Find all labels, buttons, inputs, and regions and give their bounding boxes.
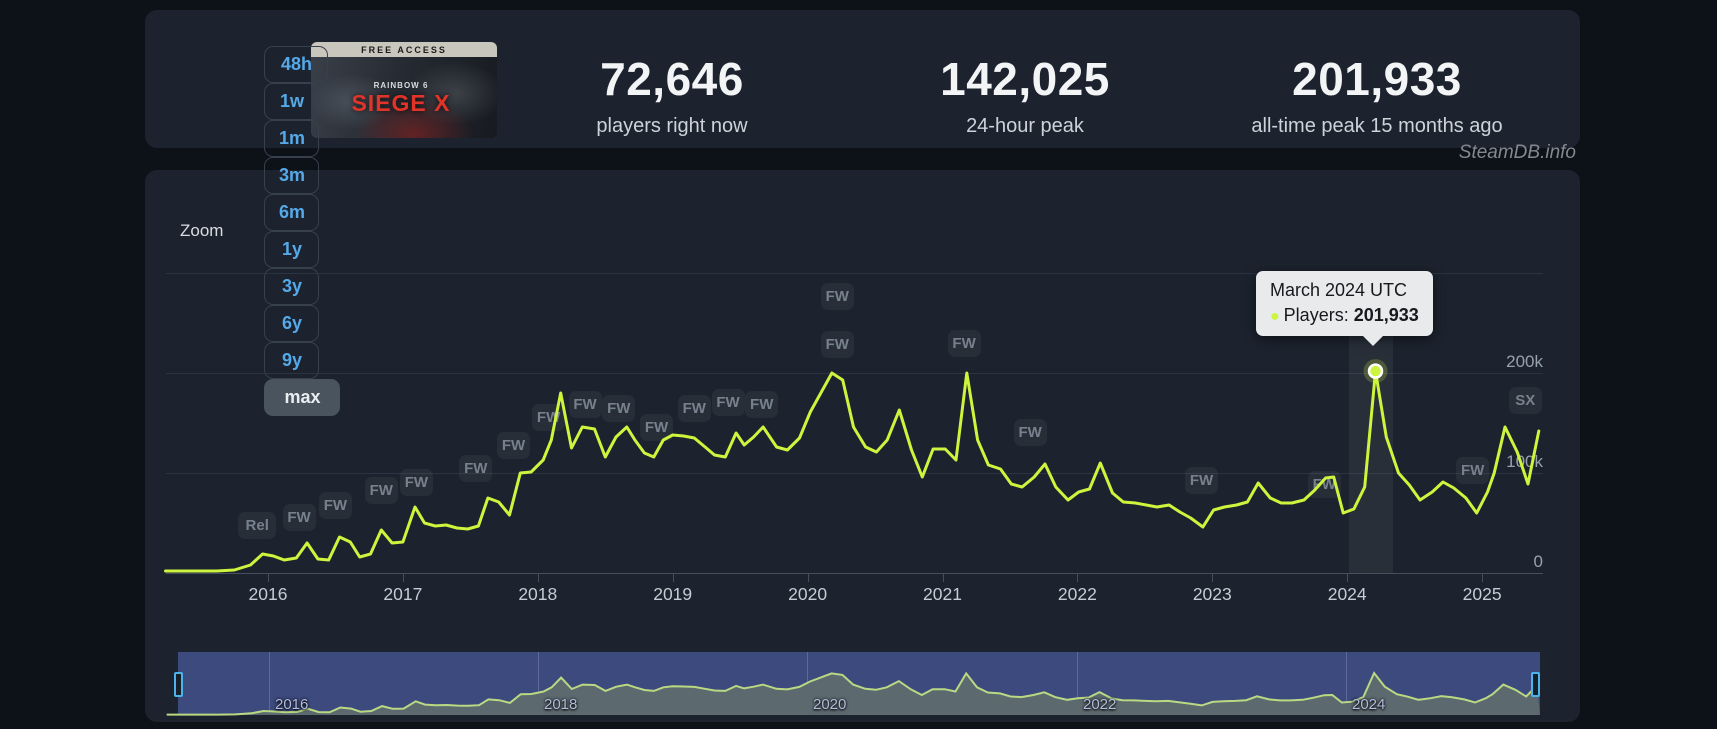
zoom-button-1m[interactable]: 1m — [264, 119, 320, 157]
x-axis-label-2021: 2021 — [923, 584, 962, 604]
zoom-controls: Zoom 48h 1w 1m 3m 6m 1y 3y 6y 9y max — [180, 45, 348, 416]
x-axis-label-2016: 2016 — [248, 584, 288, 604]
navigator-label-2020: 2020 — [813, 696, 847, 713]
x-tick-2016 — [268, 574, 269, 582]
gridline-100000 — [166, 473, 1543, 474]
x-tick-2021 — [942, 574, 944, 582]
y-axis-label-0: 0 — [1533, 552, 1543, 571]
tooltip-series-label: Players: — [1283, 305, 1349, 325]
players-series-line — [164, 369, 1541, 573]
navigator-left-handle[interactable] — [174, 672, 183, 697]
x-tick-2025 — [1482, 574, 1484, 582]
flag-fw[interactable]: FW — [497, 432, 531, 459]
zoom-button-group: 48h 1w 1m 3m 6m 1y 3y 6y 9y max — [264, 45, 348, 416]
current-players-value: 72,646 — [600, 53, 744, 105]
zoom-button-9y[interactable]: 9y — [264, 341, 320, 379]
gridline-200000 — [166, 373, 1543, 374]
flag-fw[interactable]: FW — [820, 331, 854, 358]
x-tick-2024 — [1347, 574, 1349, 582]
flag-fw[interactable]: FW — [677, 395, 711, 422]
gridline-300000 — [166, 273, 1543, 274]
stat-current-players: 72,646 players right now — [552, 52, 792, 138]
x-axis-label-2019: 2019 — [653, 584, 693, 604]
selected-point-marker[interactable] — [1367, 363, 1384, 379]
flag-fw[interactable]: FW — [568, 391, 602, 418]
flag-fw[interactable]: FW — [947, 330, 981, 357]
rainbow-six-brand: RAINBOW 6 — [373, 81, 429, 90]
x-axis-line — [166, 573, 1543, 574]
tooltip-date: March 2024 UTC — [1270, 280, 1408, 300]
24h-peak-value: 142,025 — [940, 53, 1110, 105]
flag-fw[interactable]: FW — [602, 395, 636, 422]
steamdb-watermark: SteamDB.info — [1458, 142, 1576, 163]
x-axis-label-2020: 2020 — [788, 584, 828, 604]
x-axis-label-2017: 2017 — [383, 584, 423, 604]
game-capsule-image: FREE ACCESS RAINBOW 6 SIEGE X — [311, 42, 497, 138]
zoom-button-48h[interactable]: 48h — [264, 45, 329, 83]
flag-rel[interactable]: Rel — [238, 512, 277, 539]
zoom-label: Zoom — [180, 220, 224, 240]
current-players-label: players right now — [596, 115, 748, 137]
x-tick-2018 — [537, 574, 539, 582]
stat-24h-peak: 142,025 24-hour peak — [905, 52, 1145, 138]
flag-sx[interactable]: SX — [1508, 387, 1542, 414]
zoom-button-max[interactable]: max — [264, 378, 341, 416]
x-axis-label-2023: 2023 — [1192, 584, 1232, 604]
flag-fw[interactable]: FW — [820, 283, 854, 310]
tooltip-arrow — [1362, 335, 1384, 346]
tooltip-players-value: 201,933 — [1353, 305, 1419, 325]
x-axis-label-2018: 2018 — [518, 584, 558, 604]
zoom-button-1w[interactable]: 1w — [264, 82, 320, 120]
x-axis-label-2024: 2024 — [1327, 584, 1367, 604]
chart-tooltip: March 2024 UTC ● Players: 201,933 — [1256, 271, 1433, 346]
navigator-right-handle[interactable] — [1531, 672, 1540, 697]
navigator-label-2018: 2018 — [544, 696, 578, 713]
navigator-gridline-2018 — [538, 652, 539, 715]
x-tick-2023 — [1212, 574, 1214, 582]
x-axis-label-2022: 2022 — [1057, 584, 1097, 604]
navigator-gridline-2020 — [807, 652, 808, 715]
flag-fw[interactable]: FW — [1185, 467, 1218, 494]
zoom-button-6m[interactable]: 6m — [264, 193, 320, 231]
x-tick-2022 — [1077, 574, 1079, 582]
zoom-button-6y[interactable]: 6y — [264, 304, 320, 342]
x-tick-2019 — [672, 574, 674, 582]
alltime-peak-value: 201,933 — [1292, 53, 1462, 105]
series-dot-icon: ● — [1270, 308, 1280, 325]
zoom-button-3y[interactable]: 3y — [264, 267, 320, 305]
chart-panel — [145, 170, 1580, 722]
navigator-selected-range[interactable] — [178, 652, 1540, 715]
flag-fw[interactable]: FW — [745, 391, 779, 418]
tooltip-players-row: ● Players: 201,933 — [1270, 305, 1419, 326]
zoom-button-3m[interactable]: 3m — [264, 156, 320, 194]
flag-fw[interactable]: FW — [1013, 419, 1047, 446]
stat-alltime-peak: 201,933 all-time peak 15 months ago — [1217, 52, 1537, 138]
y-axis-label-200k: 200k — [1506, 352, 1543, 371]
zoom-button-1y[interactable]: 1y — [264, 230, 320, 268]
navigator-label-2024: 2024 — [1352, 696, 1386, 713]
x-axis-label-2025: 2025 — [1462, 584, 1502, 604]
flag-fw[interactable]: FW — [711, 389, 745, 416]
flag-fw[interactable]: FW — [282, 504, 316, 531]
navigator-label-2016: 2016 — [275, 696, 309, 713]
navigator-gridline-2022 — [1077, 652, 1078, 715]
x-tick-2017 — [402, 574, 404, 582]
navigator-label-2022: 2022 — [1083, 696, 1117, 713]
navigator-gridline-2024 — [1346, 652, 1347, 715]
game-artwork: RAINBOW 6 SIEGE X — [311, 57, 497, 138]
siege-x-logo: SIEGE X — [351, 90, 451, 116]
x-tick-2020 — [807, 574, 809, 582]
flag-fw[interactable]: FW — [364, 477, 398, 504]
stats-panel: FREE ACCESS RAINBOW 6 SIEGE X 72,646 pla… — [145, 10, 1580, 148]
free-access-banner: FREE ACCESS — [311, 42, 497, 57]
flag-fw[interactable]: FW — [318, 492, 352, 519]
navigator-gridline-2016 — [269, 652, 270, 715]
flag-fw[interactable]: FW — [1456, 457, 1490, 484]
24h-peak-label: 24-hour peak — [966, 115, 1084, 137]
flag-fw[interactable]: FW — [399, 469, 433, 496]
alltime-peak-label: all-time peak 15 months ago — [1251, 115, 1503, 137]
flag-fw[interactable]: FW — [459, 455, 493, 482]
